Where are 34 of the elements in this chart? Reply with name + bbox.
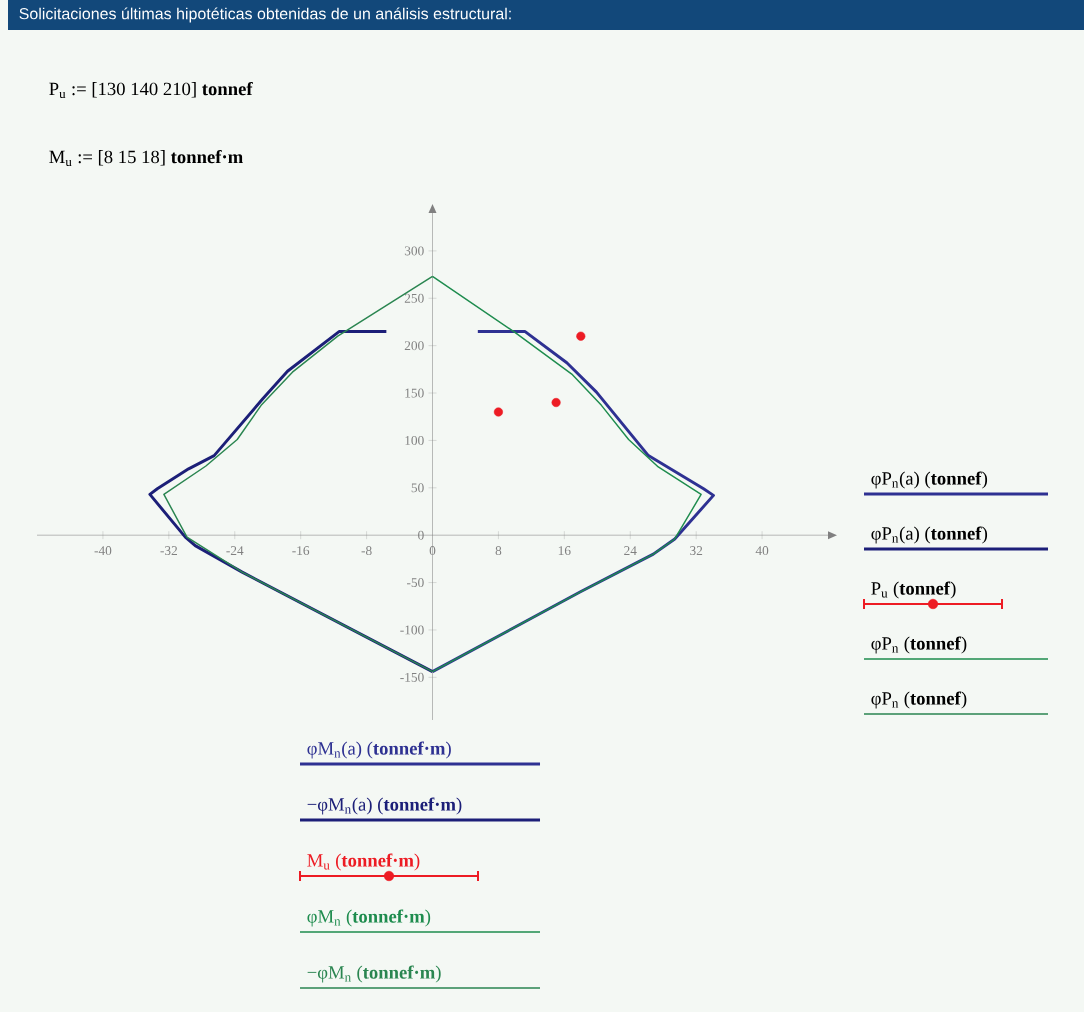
y-tick-label: -50 [406, 578, 424, 588]
x-tick-label: -32 [160, 546, 177, 556]
y-tick-label: 250 [404, 293, 424, 303]
y-tick-label: -150 [400, 672, 424, 682]
x-tick-label: 8 [495, 546, 502, 556]
y-tick-label: -100 [400, 625, 424, 635]
text: P$_{u}$ (tonnef) [871, 581, 956, 599]
text: M$_{u}$ (tonnef·m) [307, 853, 420, 871]
y-tick-label: 150 [405, 388, 424, 398]
x-tick-label: 32 [690, 546, 703, 556]
y-tick-label: 0 [418, 530, 424, 540]
text: φP$_{n}$ (tonnef) [871, 691, 967, 709]
text: φP$_{n}$(a) (tonnef) [871, 526, 988, 544]
y-tick-label: 50 [411, 483, 424, 493]
text: φP$_{n}$(a) (tonnef) [871, 471, 988, 489]
x-tick-label: -8 [361, 546, 372, 556]
x-tick-label: 0 [429, 546, 436, 556]
chart-title: Solicitaciones últimas hipotéticas obtenidas de un análisis estructural: [19, 7, 511, 23]
x-tick-label: -24 [226, 546, 244, 555]
y-tick-label: 200 [404, 341, 424, 351]
text: −φM$_{n}$ (tonnef·m) [307, 965, 441, 983]
text: P$_{u}$ := [130 140 210] tonnef [49, 81, 253, 99]
text: −φM$_{n}$(a) (tonnef·m) [307, 797, 462, 815]
x-tick-label: -16 [292, 546, 310, 556]
text: φM$_{n}$(a) (tonnef·m) [307, 741, 451, 759]
y-tick-label: 100 [405, 435, 424, 445]
text: M$_{u}$ := [8 15 18] tonnef·m [49, 149, 243, 167]
x-tick-label: 40 [755, 546, 769, 556]
x-tick-label: 16 [558, 546, 571, 556]
text: φM$_{n}$ (tonnef·m) [307, 909, 431, 927]
x-tick-label: 24 [624, 546, 637, 555]
text: φP$_{n}$ (tonnef) [871, 636, 967, 654]
x-tick-label: -40 [94, 546, 112, 556]
y-tick-label: 300 [404, 246, 424, 256]
